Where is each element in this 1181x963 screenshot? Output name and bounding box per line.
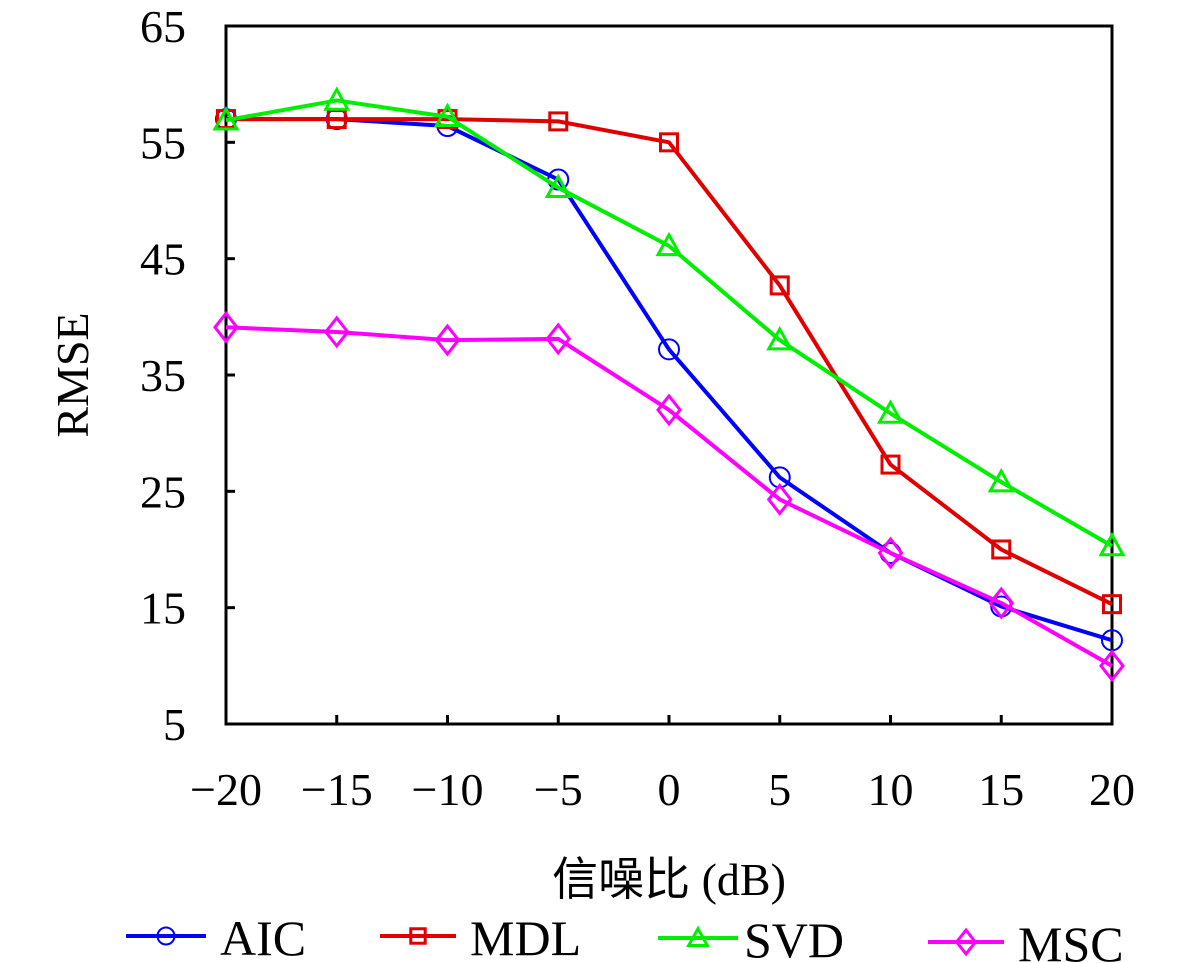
data-point-msc — [545, 322, 572, 356]
y-tick-label: 35 — [140, 350, 186, 401]
data-point-msc — [1099, 649, 1125, 683]
data-point-msc — [323, 315, 350, 349]
data-point-svd — [655, 231, 683, 257]
data-point-msc — [766, 483, 793, 516]
data-point-svd — [1098, 531, 1126, 557]
data-point-mdl — [769, 275, 790, 296]
legend-item-svd: SVD — [658, 912, 844, 963]
legend-label: MSC — [1018, 916, 1124, 963]
y-axis-label: RMSE — [47, 312, 98, 437]
data-point-mdl — [991, 539, 1012, 560]
y-tick-label: 65 — [140, 1, 186, 52]
data-point-mdl — [659, 132, 679, 153]
x-tick-label: −5 — [534, 764, 583, 815]
plot-frame — [224, 24, 1114, 726]
series-layer — [212, 86, 1126, 683]
x-tick-label: −15 — [301, 764, 373, 815]
series-line-aic — [226, 117, 1113, 643]
legend-marker-icon — [409, 927, 427, 945]
legend-marker-icon — [954, 927, 978, 957]
y-tick-label: 45 — [140, 234, 186, 285]
x-tick-label: −20 — [190, 764, 262, 815]
data-point-mdl — [880, 454, 901, 475]
series-mdl — [216, 109, 1122, 615]
x-axis-label: 信噪比 (dB) — [552, 854, 786, 905]
data-point-svd — [433, 102, 462, 128]
series-svd — [212, 86, 1126, 557]
series-line-mdl — [226, 117, 1113, 606]
x-tick-label: 15 — [978, 764, 1024, 815]
series-line-msc — [225, 325, 1113, 668]
data-point-aic — [658, 338, 680, 361]
legend: AIC MDL SVD MSC — [126, 910, 1124, 963]
data-point-msc — [656, 393, 682, 427]
legend-marker-icon — [156, 926, 176, 946]
data-point-msc — [213, 310, 239, 344]
legend-label: SVD — [744, 912, 844, 963]
x-tick-label: −10 — [412, 764, 484, 815]
data-point-svd — [876, 399, 905, 424]
x-tick-label: 10 — [868, 764, 914, 815]
legend-item-mdl: MDL — [380, 910, 581, 963]
data-point-mdl — [1102, 594, 1122, 615]
legend-item-aic: AIC — [126, 910, 306, 963]
data-point-svd — [544, 173, 572, 199]
legend-label: MDL — [470, 910, 581, 963]
x-tick-label: 0 — [658, 764, 681, 815]
data-point-svd — [766, 326, 794, 351]
series-aic — [215, 108, 1123, 652]
y-tick-label: 25 — [140, 466, 186, 517]
data-point-svd — [323, 86, 351, 111]
legend-item-msc: MSC — [928, 916, 1124, 963]
data-point-svd — [212, 106, 240, 131]
data-point-svd — [987, 467, 1015, 493]
series-msc — [213, 310, 1125, 683]
data-point-mdl — [548, 111, 569, 132]
x-axis: −20 −15 −10 −5 0 5 10 15 20 — [190, 715, 1135, 815]
y-tick-label: 55 — [140, 117, 186, 168]
y-axis: 5 15 25 35 45 55 65 — [140, 1, 235, 750]
data-point-msc — [988, 586, 1015, 620]
x-tick-label: 20 — [1089, 764, 1135, 815]
y-tick-label: 5 — [163, 699, 186, 750]
x-tick-label: 5 — [768, 764, 791, 815]
series-line-svd — [225, 98, 1114, 548]
data-point-msc — [877, 536, 904, 570]
plot-area-border — [224, 24, 1114, 726]
data-point-msc — [434, 323, 461, 357]
legend-label: AIC — [220, 910, 306, 963]
y-tick-label: 15 — [140, 583, 186, 634]
legend-marker-icon — [686, 925, 710, 947]
